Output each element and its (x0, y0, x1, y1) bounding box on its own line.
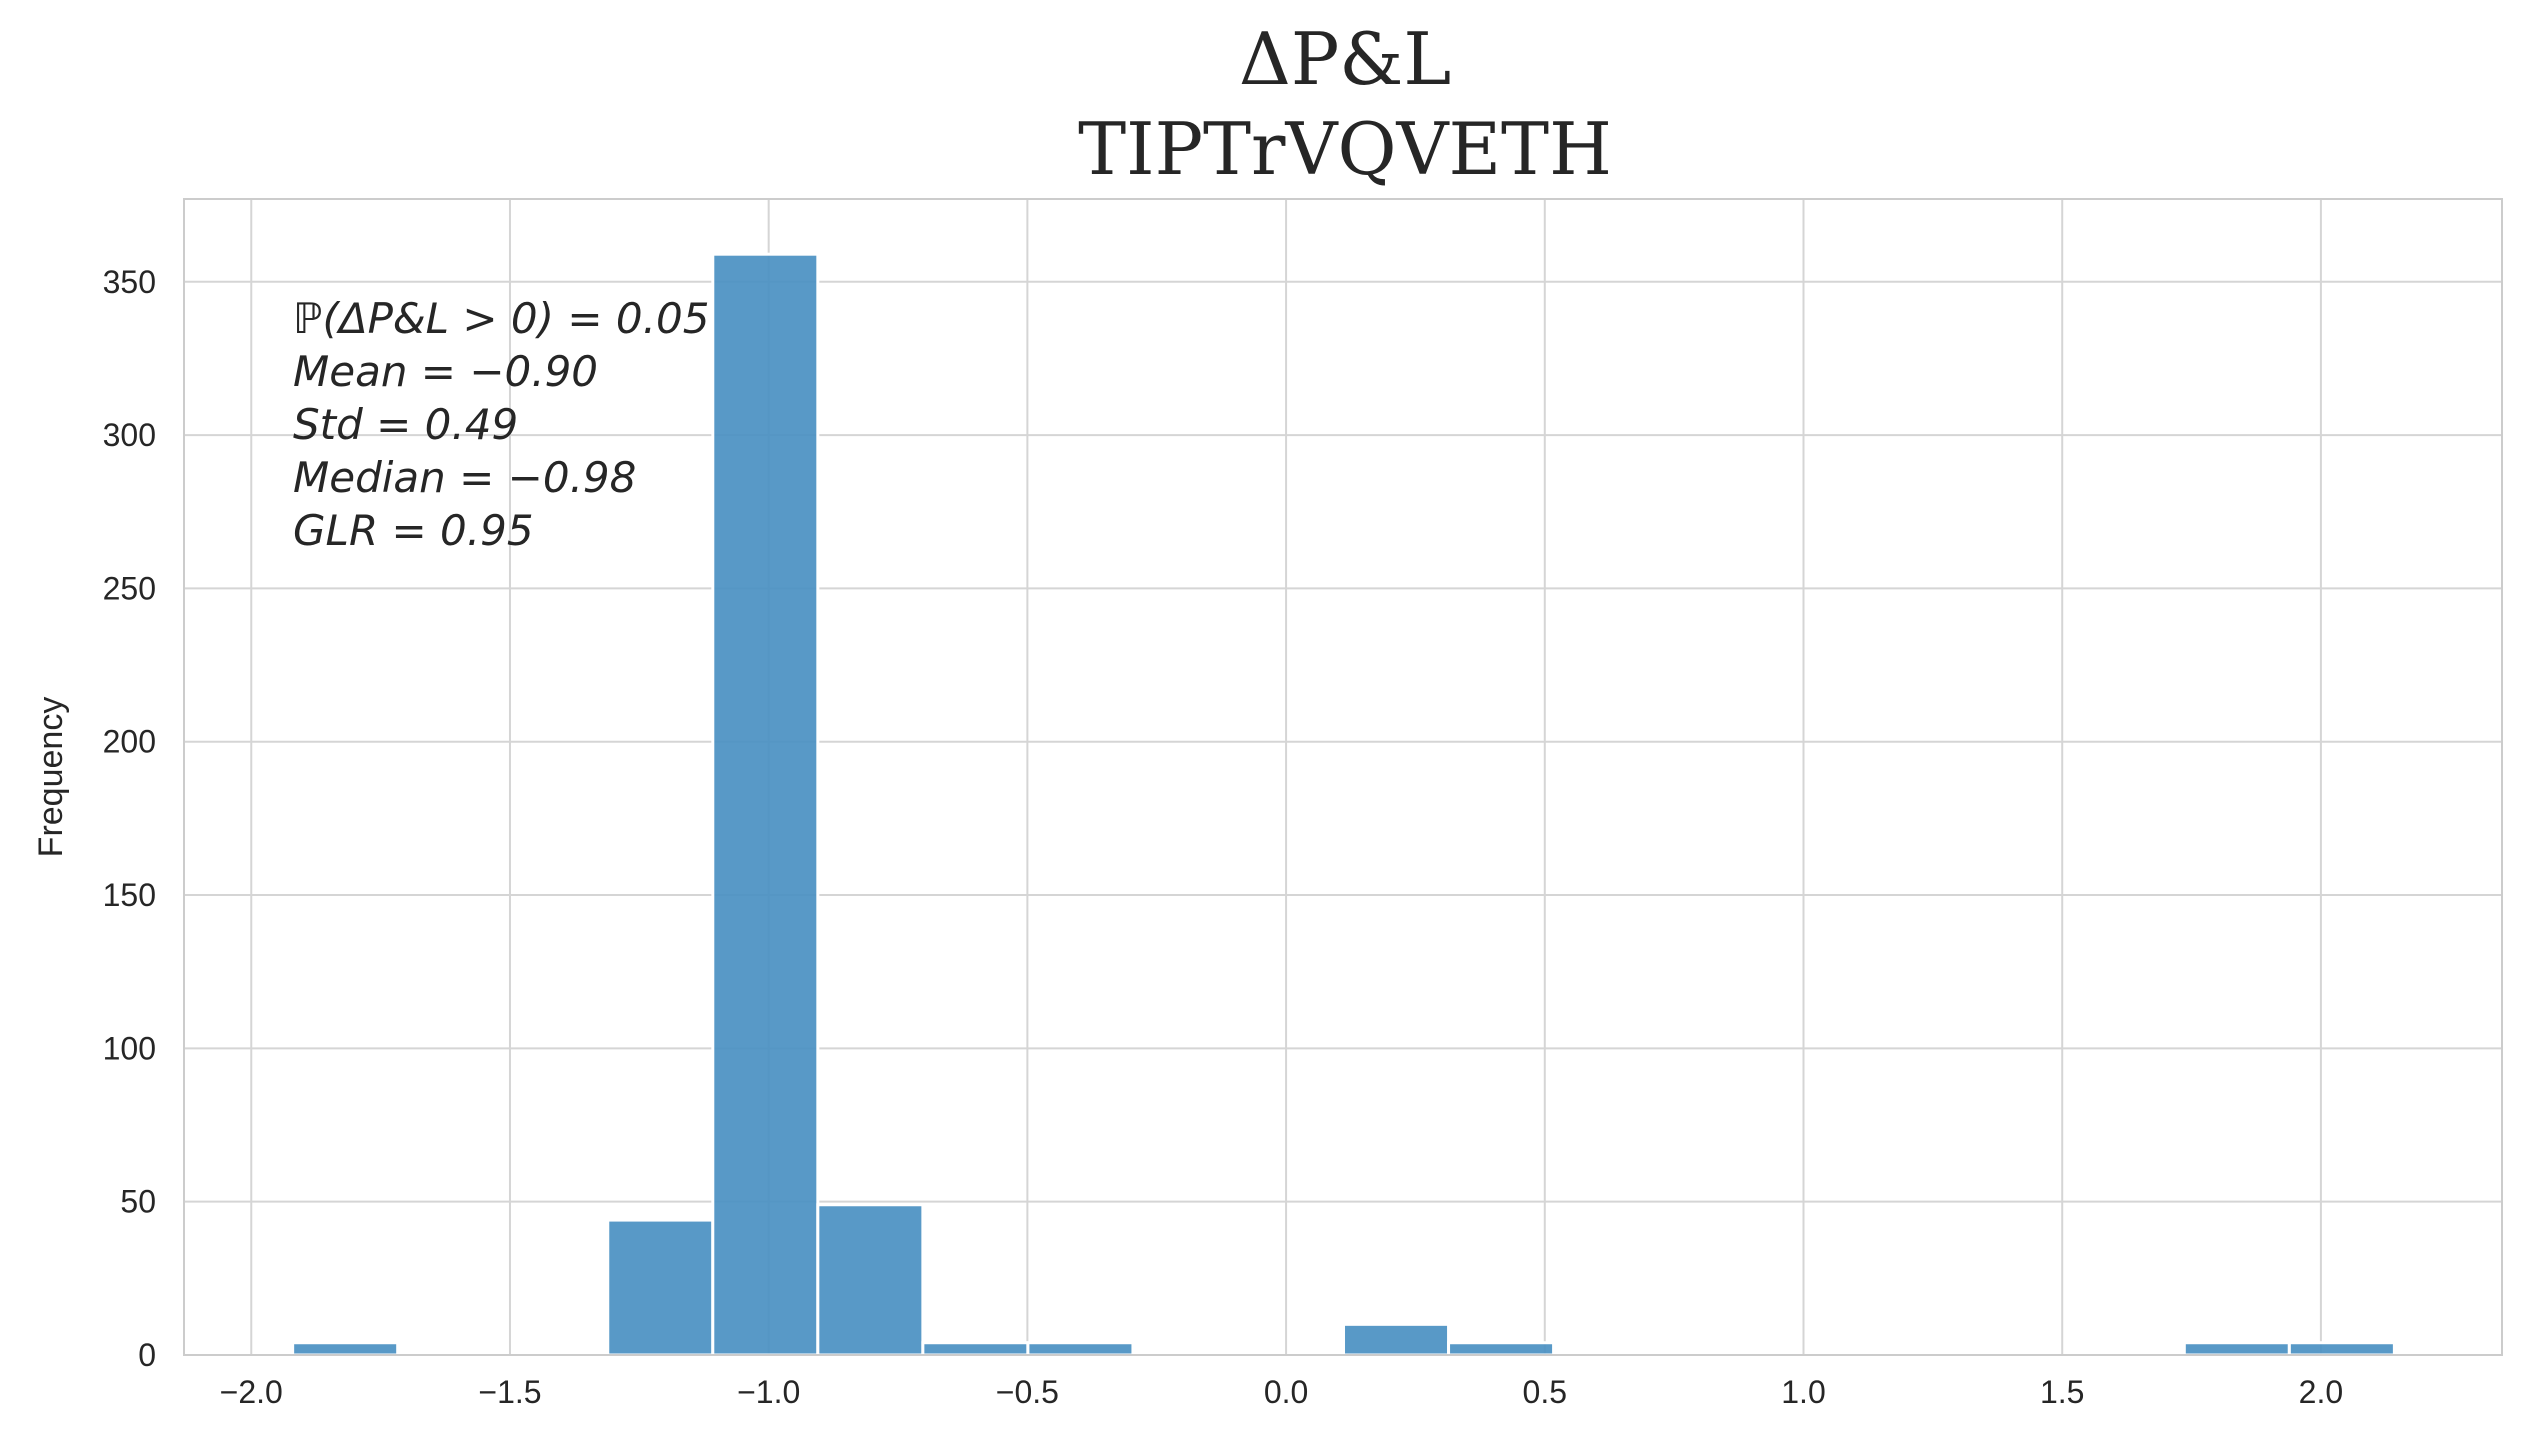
x-tick-label: 0.0 (1264, 1374, 1308, 1410)
y-tick-label: 350 (103, 264, 156, 300)
y-axis-label: Frequency (32, 697, 70, 858)
histogram-bars (291, 252, 2396, 1357)
x-tick-label: −2.0 (220, 1374, 283, 1410)
x-tick-label: −1.5 (478, 1374, 541, 1410)
y-axis-ticks: 0 50 100 150 200 250 300 350 (103, 264, 156, 1373)
y-tick-label: 0 (138, 1337, 156, 1373)
plot-frame (183, 198, 2503, 1356)
histogram-bar (2287, 1341, 2396, 1357)
chart-title: ΔP&L (1239, 17, 1451, 101)
statistics-line: GLR = 0.95 (293, 506, 534, 555)
x-tick-label: 0.5 (1523, 1374, 1567, 1410)
x-axis-ticks: −2.0 −1.5 −1.0 −0.5 0.0 0.5 1.0 1.5 2.0 (220, 1374, 2343, 1410)
y-tick-label: 50 (120, 1184, 156, 1220)
histogram-bar (1447, 1341, 1556, 1357)
histogram-bar (2182, 1341, 2291, 1357)
histogram-bar (606, 1218, 715, 1357)
chart-subtitle: TIPTrVQVETH (1078, 107, 1612, 191)
x-tick-label: −1.0 (737, 1374, 800, 1410)
y-tick-label: 250 (103, 570, 156, 606)
histogram-bar (1026, 1341, 1135, 1357)
statistics-line: ℙ(ΔP&L > 0) = 0.05 (293, 294, 709, 343)
histogram-bar (711, 252, 820, 1357)
x-tick-label: 1.0 (1781, 1374, 1825, 1410)
y-tick-label: 300 (103, 417, 156, 453)
x-tick-label: 1.5 (2040, 1374, 2084, 1410)
y-tick-label: 200 (103, 724, 156, 760)
histogram-bar (291, 1341, 400, 1357)
y-tick-label: 100 (103, 1030, 156, 1066)
statistics-line: Mean = −0.90 (293, 347, 598, 396)
x-tick-label: −0.5 (996, 1374, 1059, 1410)
y-tick-label: 150 (103, 877, 156, 913)
histogram-bar (921, 1341, 1030, 1357)
statistics-line: Std = 0.49 (293, 400, 518, 449)
histogram-bar (816, 1203, 925, 1357)
x-tick-label: 2.0 (2299, 1374, 2343, 1410)
statistics-line: Median = −0.98 (293, 453, 636, 502)
histogram-bar (1342, 1322, 1451, 1357)
